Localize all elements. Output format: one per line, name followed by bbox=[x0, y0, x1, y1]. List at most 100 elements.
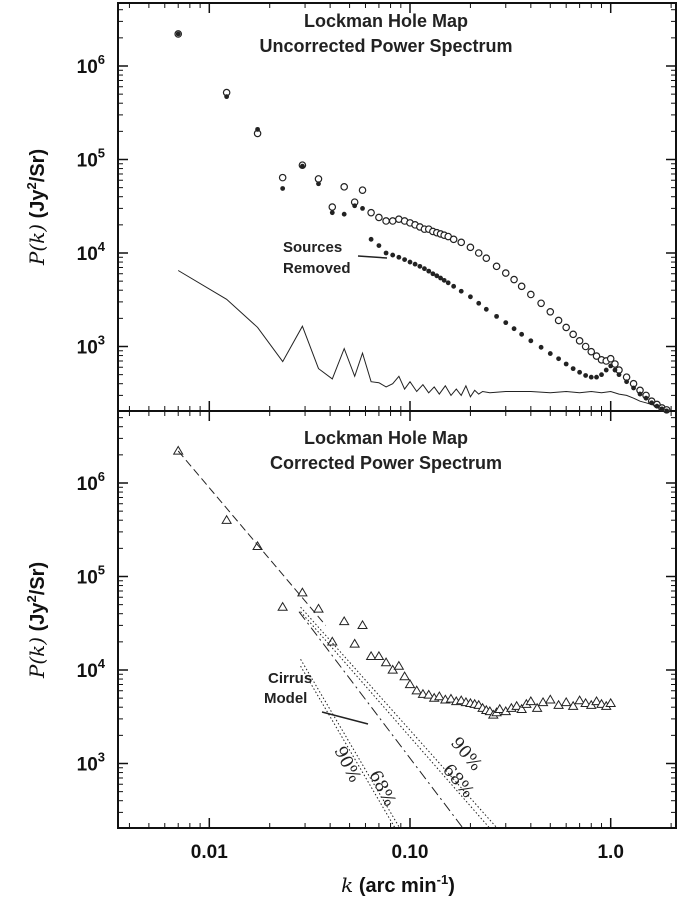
top-filled-circle-point bbox=[511, 326, 517, 332]
top-chart-subtitle: Uncorrected Power Spectrum bbox=[259, 36, 512, 56]
bottom-triangle-point bbox=[373, 650, 385, 660]
percent-label-68-left: 68% bbox=[365, 767, 400, 810]
bottom-triangle-point bbox=[297, 587, 308, 597]
bottom-triangle-point bbox=[404, 678, 416, 689]
bottom-chart-title: Lockman Hole Map bbox=[304, 428, 468, 448]
cirrus-model-label-2: Model bbox=[264, 690, 307, 707]
x-axis-label-sup: -1 bbox=[437, 872, 449, 887]
top-filled-circle-point bbox=[563, 361, 569, 367]
top-filled-circle-point bbox=[430, 271, 436, 277]
top-filled-circle-point bbox=[556, 356, 561, 362]
top-filled-circle-point bbox=[352, 203, 358, 209]
top-filled-circle-point bbox=[483, 306, 489, 312]
top-filled-circle-point bbox=[329, 210, 335, 216]
top-filled-circle-point bbox=[468, 294, 473, 300]
top-filled-circle-point bbox=[412, 261, 418, 267]
bottom-triangle-point bbox=[531, 702, 543, 712]
bottom-triangle-point bbox=[380, 657, 392, 667]
confidence-dotted-line bbox=[300, 611, 491, 828]
bottom-triangle-point bbox=[580, 697, 591, 707]
top-y-axis-label-sup: 2 bbox=[24, 182, 39, 189]
bottom-triangle-point bbox=[365, 650, 377, 660]
top-filled-circle-point bbox=[476, 300, 482, 306]
bottom-y-axis-label-sup: 2 bbox=[24, 595, 39, 602]
top-filled-circle-point bbox=[594, 374, 599, 380]
top-open-circle-point bbox=[554, 316, 563, 325]
top-filled-circle-point bbox=[402, 257, 408, 262]
bottom-triangle-point bbox=[411, 685, 423, 695]
top-open-circle-point bbox=[592, 352, 601, 360]
top-filled-circle-point bbox=[603, 367, 609, 373]
bottom-triangle-point bbox=[537, 696, 549, 707]
top-y-tick-label: 106 bbox=[77, 52, 105, 78]
bottom-triangle-point bbox=[494, 703, 506, 713]
top-filled-circle-point bbox=[316, 181, 321, 187]
bottom-triangle-point bbox=[221, 514, 233, 524]
x-tick-label: 0.10 bbox=[392, 842, 429, 863]
top-filled-circle-point bbox=[624, 379, 629, 385]
bottom-triangle-point bbox=[525, 696, 537, 706]
sources-removed-label-2: Removed bbox=[283, 260, 351, 277]
top-filled-circle-point bbox=[458, 288, 464, 294]
bottom-triangle-point bbox=[553, 699, 564, 709]
bottom-y-axis-label: P(k) (Jy2/Sr) bbox=[24, 562, 49, 679]
bottom-triangle-point bbox=[567, 700, 579, 710]
cirrus-model-line bbox=[298, 611, 464, 828]
top-open-circle-point bbox=[358, 186, 367, 194]
top-y-tick-label: 105 bbox=[77, 146, 105, 172]
top-y-axis-label-var: P(k) bbox=[25, 224, 49, 266]
cirrus-model-label-1: Cirrus bbox=[268, 670, 312, 687]
top-filled-circle-point bbox=[588, 374, 594, 380]
top-open-circle-point bbox=[328, 203, 337, 211]
x-axis-label-close: ) bbox=[448, 875, 455, 897]
sources-removed-pointer bbox=[357, 255, 388, 259]
top-open-circle-point bbox=[314, 175, 323, 183]
top-filled-circle-point bbox=[608, 363, 614, 369]
top-open-circle-point bbox=[562, 323, 570, 332]
top-filled-circle-point bbox=[438, 275, 443, 281]
top-open-circle-point bbox=[569, 330, 577, 339]
bottom-y-tick-label: 106 bbox=[77, 469, 105, 495]
top-filled-circle-point bbox=[570, 366, 576, 372]
bottom-y-tick-label: 104 bbox=[77, 656, 106, 682]
top-open-circle-point bbox=[606, 354, 615, 363]
top-filled-circle-point bbox=[368, 236, 374, 242]
top-open-circle-point bbox=[388, 217, 397, 225]
bottom-triangle-point bbox=[277, 601, 289, 611]
bottom-panel-frame bbox=[117, 410, 677, 829]
top-open-circle-point bbox=[510, 275, 518, 284]
bottom-triangle-point bbox=[591, 696, 602, 706]
top-filled-circle-point bbox=[547, 351, 553, 356]
top-filled-circle-point bbox=[451, 283, 457, 289]
top-filled-circle-point bbox=[494, 313, 499, 319]
top-filled-circle-point bbox=[224, 94, 230, 100]
bottom-chart-subtitle: Corrected Power Spectrum bbox=[270, 453, 502, 473]
top-open-circle-point bbox=[449, 235, 458, 244]
x-axis-label-unit: (arc min bbox=[359, 875, 437, 897]
top-filled-circle-point bbox=[383, 250, 389, 256]
top-filled-circle-point bbox=[538, 344, 544, 350]
bottom-triangle-point bbox=[172, 445, 184, 455]
top-open-circle-point bbox=[501, 269, 510, 277]
top-open-circle-point bbox=[474, 249, 483, 257]
bottom-triangle-point bbox=[326, 636, 338, 646]
top-open-circle-point bbox=[492, 262, 501, 271]
top-open-circle-point bbox=[340, 183, 348, 191]
top-filled-circle-point bbox=[300, 163, 305, 169]
bottom-y-tick-label: 105 bbox=[77, 563, 105, 589]
bottom-triangle-point bbox=[605, 697, 617, 707]
bottom-triangle-point bbox=[574, 695, 585, 705]
top-open-circle-point bbox=[575, 337, 584, 345]
top-open-circle-point bbox=[537, 299, 545, 308]
top-filled-circle-point bbox=[255, 126, 260, 132]
top-filled-circle-point bbox=[175, 31, 181, 37]
top-filled-circle-point bbox=[396, 254, 402, 260]
x-tick-label: 1.0 bbox=[597, 842, 623, 863]
top-open-circle-point bbox=[527, 290, 535, 299]
top-filled-circle-point bbox=[417, 263, 423, 269]
top-filled-circle-point bbox=[612, 367, 618, 373]
top-noise-line bbox=[177, 270, 667, 411]
top-filled-circle-point bbox=[360, 205, 365, 211]
top-filled-circle-point bbox=[376, 243, 382, 248]
top-filled-circle-point bbox=[583, 373, 589, 378]
